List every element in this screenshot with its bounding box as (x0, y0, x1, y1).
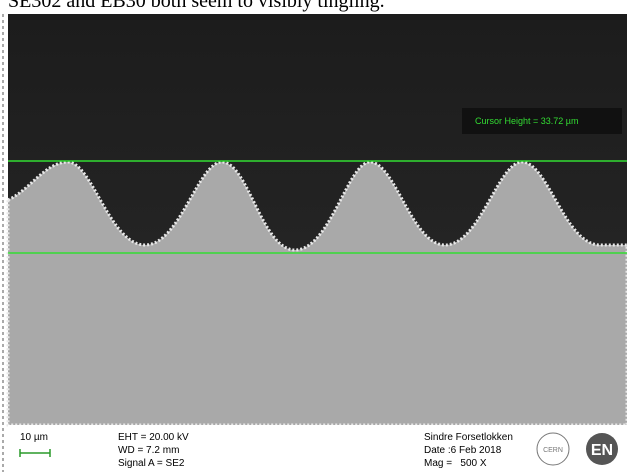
en-logo (586, 433, 618, 465)
wd: WD = 7.2 mm (118, 445, 179, 456)
cursor-box (462, 108, 622, 134)
info-bar (8, 425, 627, 472)
cern-text: CERN (543, 447, 563, 454)
mag: Mag = 500 X (424, 458, 487, 469)
signal: Signal A = SE2 (118, 458, 185, 469)
cursor-label: Cursor Height = 33.72 µm (475, 116, 578, 126)
en-text: EN (591, 442, 613, 459)
scale-bar (19, 449, 51, 457)
date: Date :6 Feb 2018 (424, 445, 502, 456)
grey-substrate (6, 160, 627, 427)
caption: SE302 and EB30 both seem to visibly ting… (8, 0, 385, 12)
operator: Sindre Forsetlokken (424, 432, 513, 443)
scale-text: 10 µm (20, 432, 48, 443)
cern-logo (536, 432, 570, 466)
eht: EHT = 20.00 kV (118, 432, 189, 443)
